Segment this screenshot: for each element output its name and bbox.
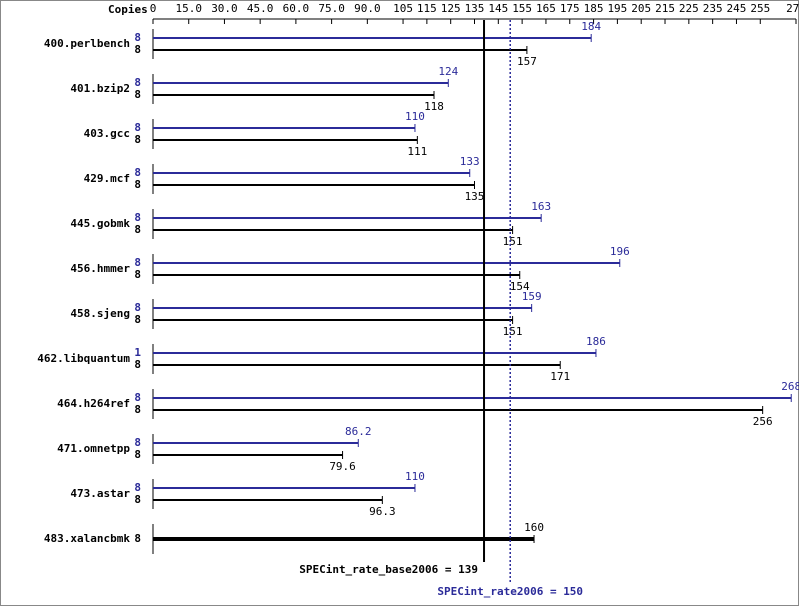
copies-label: 8: [134, 313, 141, 326]
x-tick-label: 45.0: [247, 2, 274, 15]
copies-label: 8: [134, 88, 141, 101]
x-tick-label: 175: [560, 2, 580, 15]
x-tick-label: 125: [441, 2, 461, 15]
benchmark-label: 445.gobmk: [70, 217, 130, 230]
value-label: 135: [465, 190, 485, 203]
copies-label: 8: [134, 448, 141, 461]
copies-label: 8: [134, 268, 141, 281]
copies-label: 8: [134, 31, 141, 44]
x-tick-label: 30.0: [211, 2, 238, 15]
value-label: 118: [424, 100, 444, 113]
x-tick-label: 235: [703, 2, 723, 15]
copies-label: 8: [134, 403, 141, 416]
value-label: 111: [407, 145, 427, 158]
value-label: 268: [781, 380, 799, 393]
benchmark-label: 401.bzip2: [70, 82, 130, 95]
copies-label: 8: [134, 178, 141, 191]
copies-label: 8: [134, 256, 141, 269]
x-tick-label: 205: [631, 2, 651, 15]
x-tick-label: 145: [488, 2, 508, 15]
copies-label: 8: [134, 436, 141, 449]
value-label: 163: [531, 200, 551, 213]
value-label: 154: [510, 280, 530, 293]
value-label: 151: [503, 235, 523, 248]
value-label: 86.2: [345, 425, 372, 438]
copies-label: 8: [134, 481, 141, 494]
benchmark-label: 403.gcc: [84, 127, 130, 140]
value-label: 160: [524, 521, 544, 534]
x-tick-label: 155: [512, 2, 532, 15]
x-tick-label: 195: [607, 2, 627, 15]
x-tick-label: 185: [584, 2, 604, 15]
x-tick-label: 225: [679, 2, 699, 15]
copies-label: 8: [134, 43, 141, 56]
benchmark-label: 471.omnetpp: [57, 442, 130, 455]
x-tick-label: 75.0: [318, 2, 345, 15]
reference-label: SPECint_rate2006 = 150: [437, 585, 583, 598]
benchmark-label: 464.h264ref: [57, 397, 130, 410]
value-label: 96.3: [369, 505, 396, 518]
value-label: 133: [460, 155, 480, 168]
x-tick-label: 255: [750, 2, 770, 15]
copies-label: 8: [134, 391, 141, 404]
benchmark-label: 400.perlbench: [44, 37, 130, 50]
value-label: 151: [503, 325, 523, 338]
benchmark-label: 462.libquantum: [37, 352, 130, 365]
value-label: 110: [405, 110, 425, 123]
copies-label: 8: [134, 223, 141, 236]
value-label: 124: [438, 65, 458, 78]
copies-header: Copies: [108, 3, 148, 16]
copies-label: 8: [134, 493, 141, 506]
value-label: 79.6: [329, 460, 356, 473]
x-tick-label: 105: [393, 2, 413, 15]
copies-label: 8: [134, 358, 141, 371]
value-label: 184: [581, 20, 601, 33]
value-label: 157: [517, 55, 537, 68]
benchmark-label: 456.hmmer: [70, 262, 130, 275]
x-tick-label: 90.0: [354, 2, 381, 15]
copies-label: 8: [134, 76, 141, 89]
x-tick-label: 15.0: [175, 2, 202, 15]
x-tick-label: 135: [465, 2, 485, 15]
benchmark-label: 483.xalancbmk: [44, 532, 130, 545]
value-label: 196: [610, 245, 630, 258]
x-tick-label: 115: [417, 2, 437, 15]
copies-label: 8: [134, 211, 141, 224]
x-tick-label: 165: [536, 2, 556, 15]
x-tick-label: 60.0: [283, 2, 310, 15]
benchmark-label: 473.astar: [70, 487, 130, 500]
x-tick-label: 245: [727, 2, 747, 15]
value-label: 159: [522, 290, 542, 303]
copies-label: 8: [134, 121, 141, 134]
reference-label: SPECint_rate_base2006 = 139: [299, 563, 478, 576]
benchmark-label: 458.sjeng: [70, 307, 130, 320]
value-label: 110: [405, 470, 425, 483]
value-label: 171: [550, 370, 570, 383]
copies-label: 8: [134, 301, 141, 314]
x-tick-label: 0: [150, 2, 157, 15]
value-label: 256: [753, 415, 773, 428]
x-tick-label: 270: [786, 2, 799, 15]
copies-label: 8: [134, 133, 141, 146]
copies-label: 1: [134, 346, 141, 359]
value-label: 186: [586, 335, 606, 348]
copies-label: 8: [134, 532, 141, 545]
copies-label: 8: [134, 166, 141, 179]
benchmark-label: 429.mcf: [84, 172, 130, 185]
x-tick-label: 215: [655, 2, 675, 15]
